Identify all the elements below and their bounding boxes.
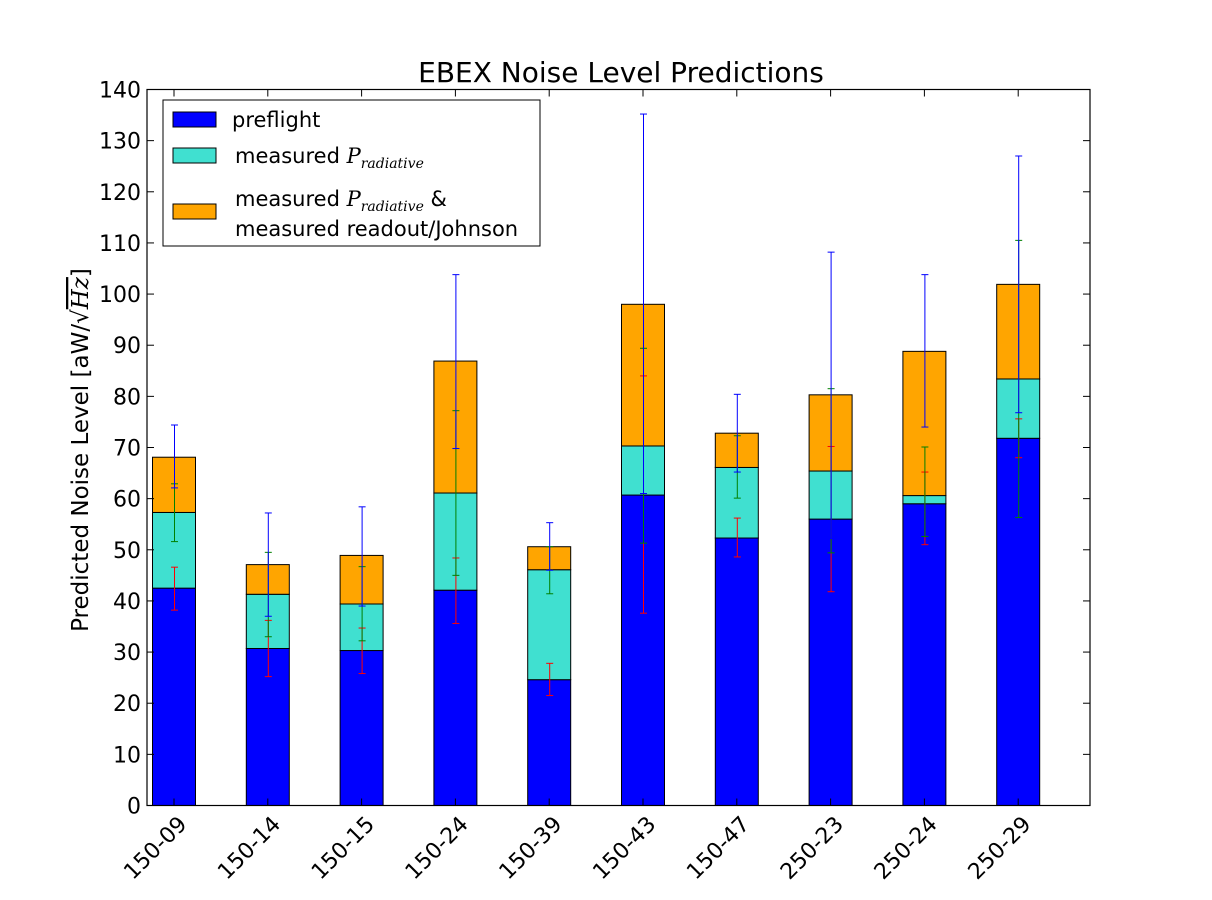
y-tick-label: 140 xyxy=(99,79,141,104)
y-axis-label-sqrt: Hz xyxy=(68,276,94,310)
legend-label-measured-readout-line2: measured readout/Johnson xyxy=(235,217,518,241)
bar-measured-p-radiative-measured-readout-johnson-250-29 xyxy=(996,283,1041,380)
legend-swatch-measured-radiative xyxy=(172,147,217,164)
legend-swatch-preflight xyxy=(172,111,217,128)
svg-text:Predicted Noise Level [aW/√Hz]: Predicted Noise Level [aW/√Hz] xyxy=(68,268,94,632)
y-axis-label-prefix: Predicted Noise Level [aW/ xyxy=(68,324,94,632)
legend: preflight measured Pradiative measured P… xyxy=(162,99,541,247)
x-tick-label: 150-15 xyxy=(307,812,380,885)
errorbar-measured-p-radiative-measured-readout-johnson-250-29 xyxy=(1015,155,1023,414)
legend-label-measured-readout-line1: measured Pradiative & xyxy=(235,187,447,215)
bar-preflight-150-09 xyxy=(152,587,196,807)
legend-label-preflight: preflight xyxy=(232,108,320,132)
x-tick-label: 150-24 xyxy=(401,812,474,885)
x-tick-label: 250-24 xyxy=(870,812,943,885)
y-axis-label-suffix: ] xyxy=(68,268,94,277)
x-tick-label: 250-29 xyxy=(964,812,1037,885)
bar-measured-p-radiative-250-29 xyxy=(996,378,1041,439)
x-tick-label: 250-23 xyxy=(776,812,849,885)
y-tick-label: 130 xyxy=(99,130,141,155)
errorbar-measured-p-radiative-measured-readout-johnson-150-09 xyxy=(171,424,178,489)
legend-label-measured-radiative: measured Pradiative xyxy=(235,144,424,172)
x-tick-label: 150-09 xyxy=(119,812,192,885)
errorbar-preflight-150-39 xyxy=(546,662,554,697)
x-tick-label: 150-43 xyxy=(588,812,661,885)
bar-preflight-150-47 xyxy=(714,537,759,806)
y-tick-label: 10 xyxy=(113,743,141,768)
bar-preflight-150-15 xyxy=(339,650,384,807)
y-tick-label: 120 xyxy=(99,181,141,206)
errorbar-measured-p-radiative-measured-readout-johnson-250-23 xyxy=(827,251,835,540)
bars-layer xyxy=(152,283,1041,807)
y-tick-label: 80 xyxy=(113,385,141,410)
errorbar-preflight-150-09 xyxy=(171,566,178,611)
bar-preflight-250-29 xyxy=(996,437,1041,806)
errorbar-measured-p-radiative-250-24 xyxy=(921,446,929,537)
errorbar-measured-p-radiative-measured-readout-johnson-150-14 xyxy=(264,512,272,617)
y-tick-label: 110 xyxy=(99,232,141,257)
y-tick-label: 30 xyxy=(113,641,141,666)
y-tick-label: 40 xyxy=(113,590,141,615)
errorbar-measured-p-radiative-measured-readout-johnson-150-15 xyxy=(358,506,366,607)
y-tick-label: 90 xyxy=(113,334,141,359)
y-axis: 0 10 20 30 40 50 60 70 80 90 100 110 120 130 140 xyxy=(99,79,1090,820)
y-tick-label: 50 xyxy=(113,539,141,564)
y-tick-label: 70 xyxy=(113,437,141,462)
bar-preflight-150-39 xyxy=(527,679,572,807)
errorbars-layer xyxy=(171,113,1023,697)
errorbar-measured-p-radiative-measured-readout-johnson-250-24 xyxy=(921,274,929,428)
x-tick-label: 150-47 xyxy=(682,812,755,885)
y-tick-label: 100 xyxy=(99,283,141,308)
chart-title: EBEX Noise Level Predictions xyxy=(418,56,824,89)
bar-preflight-250-24 xyxy=(902,503,947,806)
y-tick-label: 20 xyxy=(113,692,141,717)
errorbar-preflight-150-47 xyxy=(733,517,741,558)
errorbar-measured-p-radiative-measured-readout-johnson-150-39 xyxy=(546,522,554,571)
errorbar-measured-p-radiative-measured-readout-johnson-150-24 xyxy=(452,274,460,450)
sqrt-sign: √ xyxy=(68,309,94,324)
y-tick-label: 0 xyxy=(127,795,141,820)
legend-frame xyxy=(162,99,541,247)
x-tick-label: 150-14 xyxy=(213,812,286,885)
legend-swatch-measured-readout xyxy=(172,203,217,220)
errorbar-measured-p-radiative-measured-readout-johnson-150-43 xyxy=(640,113,647,495)
y-axis-label: Predicted Noise Level [aW/√Hz] xyxy=(68,268,94,632)
y-tick-label: 60 xyxy=(113,488,141,513)
x-tick-label: 150-39 xyxy=(495,812,568,885)
errorbar-measured-p-radiative-measured-readout-johnson-150-47 xyxy=(733,393,741,473)
